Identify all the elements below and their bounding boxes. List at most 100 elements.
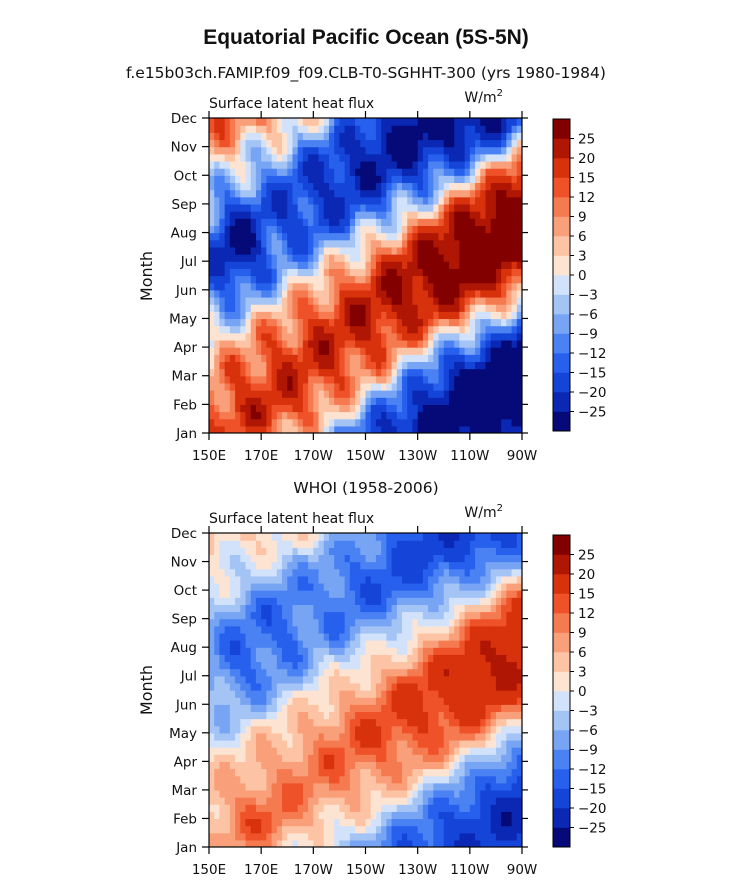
- heatmap-cell: [428, 619, 434, 627]
- heatmap-cell: [292, 233, 298, 241]
- heatmap-cell: [366, 197, 372, 205]
- heatmap-cell: [439, 583, 445, 591]
- heatmap-cell: [350, 233, 356, 241]
- heatmap-cell: [501, 182, 507, 190]
- heatmap-cell: [334, 347, 340, 355]
- heatmap-cell: [397, 811, 403, 819]
- heatmap-cell: [272, 690, 278, 698]
- heatmap-cell: [501, 811, 507, 819]
- heatmap-cell: [219, 612, 225, 620]
- heatmap-cell: [230, 125, 236, 133]
- heatmap-cell: [298, 790, 304, 798]
- heatmap-cell: [266, 826, 272, 834]
- heatmap-cell: [449, 383, 455, 391]
- heatmap-cell: [428, 726, 434, 734]
- heatmap-cell: [287, 704, 293, 712]
- heatmap-cell: [240, 376, 246, 384]
- heatmap-cell: [433, 383, 439, 391]
- heatmap-cell: [501, 211, 507, 219]
- y-tick-label: Jan: [175, 426, 197, 442]
- heatmap-cell: [412, 697, 418, 705]
- heatmap-cell: [360, 168, 366, 176]
- heatmap-cell: [412, 719, 418, 727]
- heatmap-cell: [465, 383, 471, 391]
- heatmap-cell: [256, 719, 262, 727]
- heatmap-cell: [449, 118, 455, 126]
- heatmap-cell: [292, 826, 298, 834]
- heatmap-cell: [282, 583, 288, 591]
- heatmap-cell: [225, 797, 231, 805]
- heatmap-cell: [350, 583, 356, 591]
- heatmap-cell: [319, 754, 325, 762]
- heatmap-cell: [214, 626, 220, 634]
- heatmap-cell: [465, 583, 471, 591]
- heatmap-cell: [319, 118, 325, 126]
- heatmap-cell: [397, 233, 403, 241]
- heatmap-cell: [407, 190, 413, 198]
- heatmap-cell: [470, 254, 476, 262]
- heatmap-cell: [407, 654, 413, 662]
- heatmap-cell: [371, 690, 377, 698]
- heatmap-cell: [360, 268, 366, 276]
- heatmap-cell: [272, 811, 278, 819]
- heatmap-cell: [366, 804, 372, 812]
- heatmap-cell: [261, 161, 267, 169]
- heatmap-cell: [214, 804, 220, 812]
- heatmap-cell: [355, 833, 361, 841]
- heatmap-cell: [355, 211, 361, 219]
- heatmap-cell: [308, 118, 314, 126]
- heatmap-cell: [251, 783, 257, 791]
- heatmap-cell: [230, 197, 236, 205]
- heatmap-cell: [459, 354, 465, 362]
- heatmap-cell: [303, 833, 309, 841]
- heatmap-cell: [407, 818, 413, 826]
- heatmap-cell: [261, 804, 267, 812]
- heatmap-cell: [459, 704, 465, 712]
- heatmap-cell: [439, 619, 445, 627]
- heatmap-cell: [256, 783, 262, 791]
- heatmap-cell: [465, 361, 471, 369]
- heatmap-cell: [496, 640, 502, 648]
- heatmap-cell: [360, 790, 366, 798]
- heatmap-cell: [475, 297, 481, 305]
- heatmap-cell: [350, 240, 356, 248]
- heatmap-cell: [371, 404, 377, 412]
- heatmap-cell: [512, 304, 518, 312]
- heatmap-cell: [480, 190, 486, 198]
- heatmap-cell: [235, 197, 241, 205]
- heatmap-cell: [230, 182, 236, 190]
- heatmap-cell: [402, 669, 408, 677]
- heatmap-cell: [272, 733, 278, 741]
- x-tick-label: 130W: [398, 448, 437, 464]
- heatmap-cell: [319, 182, 325, 190]
- heatmap-cell: [324, 754, 330, 762]
- heatmap-cell: [246, 769, 252, 777]
- heatmap-cell: [219, 769, 225, 777]
- heatmap-cell: [240, 811, 246, 819]
- heatmap-cell: [298, 190, 304, 198]
- heatmap-cell: [376, 619, 382, 627]
- heatmap-cell: [491, 690, 497, 698]
- heatmap-cell: [485, 318, 491, 326]
- heatmap-cell: [272, 604, 278, 612]
- heatmap-cell: [501, 604, 507, 612]
- heatmap-cell: [371, 376, 377, 384]
- heatmap-cell: [287, 733, 293, 741]
- heatmap-cell: [459, 190, 465, 198]
- heatmap-cell: [246, 818, 252, 826]
- heatmap-cell: [454, 190, 460, 198]
- heatmap-cell: [392, 704, 398, 712]
- heatmap-cell: [339, 333, 345, 341]
- heatmap-cell: [277, 761, 283, 769]
- heatmap-cell: [475, 290, 481, 298]
- heatmap-cell: [251, 254, 257, 262]
- heatmap-cell: [303, 340, 309, 348]
- heatmap-cell: [308, 190, 314, 198]
- heatmap-cell: [219, 669, 225, 677]
- heatmap-cell: [397, 690, 403, 698]
- heatmap-cell: [272, 211, 278, 219]
- heatmap-cell: [230, 826, 236, 834]
- heatmap-cell: [433, 376, 439, 384]
- heatmap-cell: [439, 804, 445, 812]
- heatmap-cell: [412, 361, 418, 369]
